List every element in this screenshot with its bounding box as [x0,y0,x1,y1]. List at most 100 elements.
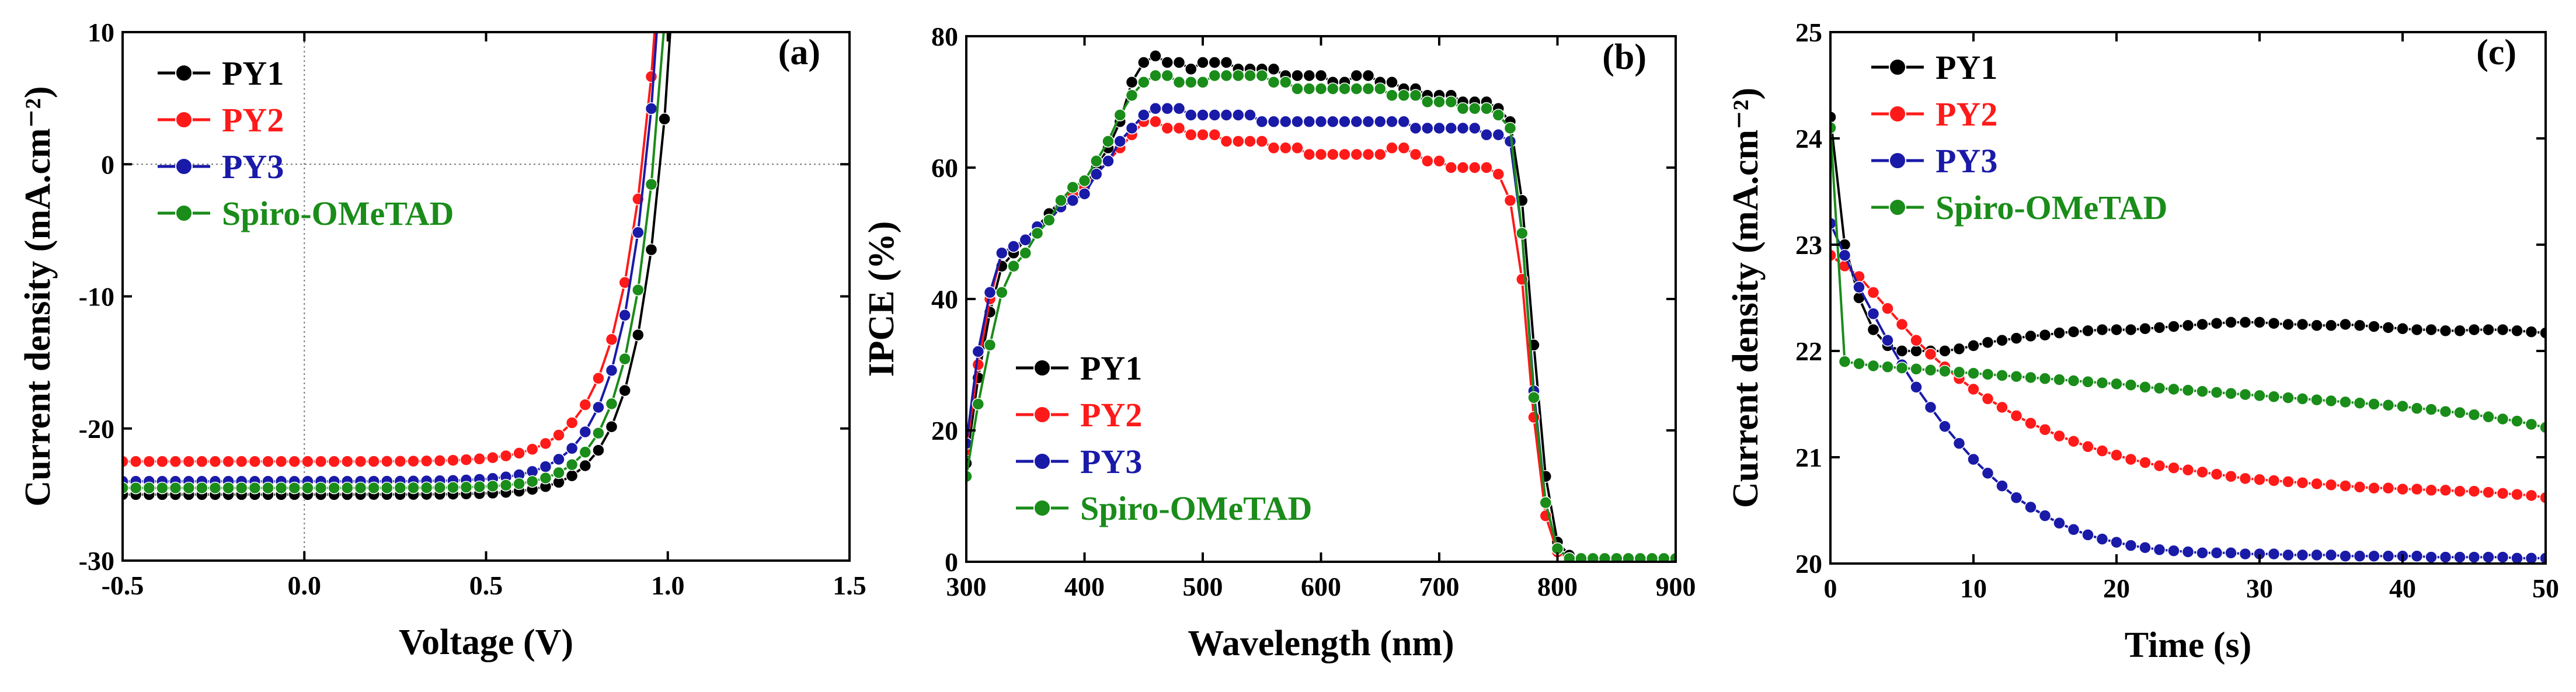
data-point [2181,319,2195,332]
data-point [1267,141,1280,155]
data-point [2511,415,2523,427]
data-point [565,469,579,482]
x-tick-label: 40 [2389,573,2416,603]
data-point [1480,161,1493,174]
data-point [2095,533,2109,545]
plot-frame [1829,31,2547,565]
data-point [1967,339,1980,352]
data-point [2225,387,2237,400]
data-point [1291,69,1304,82]
data-point [1172,102,1186,115]
legend-swatch-marker [1889,58,1906,76]
data-point [2396,322,2409,335]
data-point [1185,62,1198,76]
panel-label: (c) [2476,33,2516,72]
data-point [2496,551,2509,564]
data-point [1492,109,1505,121]
data-point [592,426,605,440]
data-point [1054,194,1067,207]
data-point [1149,50,1162,62]
x-tick-label: 1.0 [651,571,685,600]
data-point [966,470,973,483]
data-point [2239,316,2252,329]
data-point [1161,102,1174,115]
data-point [1220,135,1233,148]
data-point [1421,95,1434,109]
data-point [1910,345,1923,357]
data-point [1208,128,1221,141]
data-point [552,429,565,441]
data-point [1043,214,1056,227]
y-axis-title: IPCE (%) [862,221,901,377]
data-point [1007,260,1020,273]
data-point [2053,517,2066,530]
data-point [1503,194,1517,207]
data-point [222,481,235,495]
y-tick-label: 80 [931,22,958,51]
data-point [169,481,182,495]
legend-swatch-marker [1033,406,1051,423]
data-point [1895,318,1909,331]
data-point [2425,403,2438,416]
data-point [2038,328,2052,342]
data-point [2196,465,2209,479]
data-point [2482,486,2495,499]
x-axis-title: Time (s) [2125,625,2252,665]
data-point [1303,82,1316,95]
data-point [2382,399,2395,412]
data-point [2095,323,2109,336]
data-point [1137,76,1150,89]
y-axis-title: Current density (mA.cm⁻²) [1726,88,1766,508]
data-point [1031,227,1044,240]
data-point [2282,475,2295,488]
legend-swatch-marker [175,64,193,82]
data-point [2496,323,2509,336]
data-point [539,471,552,485]
data-point [1291,115,1304,128]
data-point [552,466,565,479]
data-point [1267,76,1280,89]
data-point [1090,155,1103,168]
legend-swatch-marker [175,204,193,222]
data-point [433,454,447,467]
data-point [1480,102,1493,115]
data-point [1314,115,1328,128]
data-point [2210,386,2223,399]
data-point [2453,406,2466,419]
data-point [1196,56,1209,69]
data-point [1421,121,1434,135]
data-point [1386,115,1398,128]
panel-label: (b) [1602,37,1646,77]
data-point [2525,489,2538,502]
data-point [1019,234,1032,246]
data-point [1468,102,1481,115]
data-point [123,455,129,468]
data-point [2310,393,2323,406]
data-point [1910,381,1923,394]
data-point [1196,128,1209,141]
data-point [2024,371,2037,384]
data-point [1244,109,1256,121]
data-point [2282,318,2295,331]
data-point [2153,543,2166,557]
data-point [2539,491,2546,504]
x-axis-title: Wavelength (nm) [1188,624,1454,663]
data-point [2225,547,2237,559]
data-point [2539,421,2546,434]
data-point [1279,141,1292,155]
data-point [2439,324,2452,338]
data-point [1952,366,1966,379]
data-point [222,455,235,468]
data-point [1291,141,1304,155]
data-point [1397,89,1411,102]
legend-label: Spiro-OMeTAD [222,194,454,232]
data-point [2539,552,2546,564]
data-point [605,333,618,346]
data-point [486,451,499,464]
x-tick-label: 20 [2103,573,2130,603]
data-point [1255,115,1269,128]
data-point [1444,95,1458,109]
data-point [1350,148,1363,161]
x-tick-label: 0.0 [288,571,322,600]
legend-label: PY2 [222,101,284,139]
